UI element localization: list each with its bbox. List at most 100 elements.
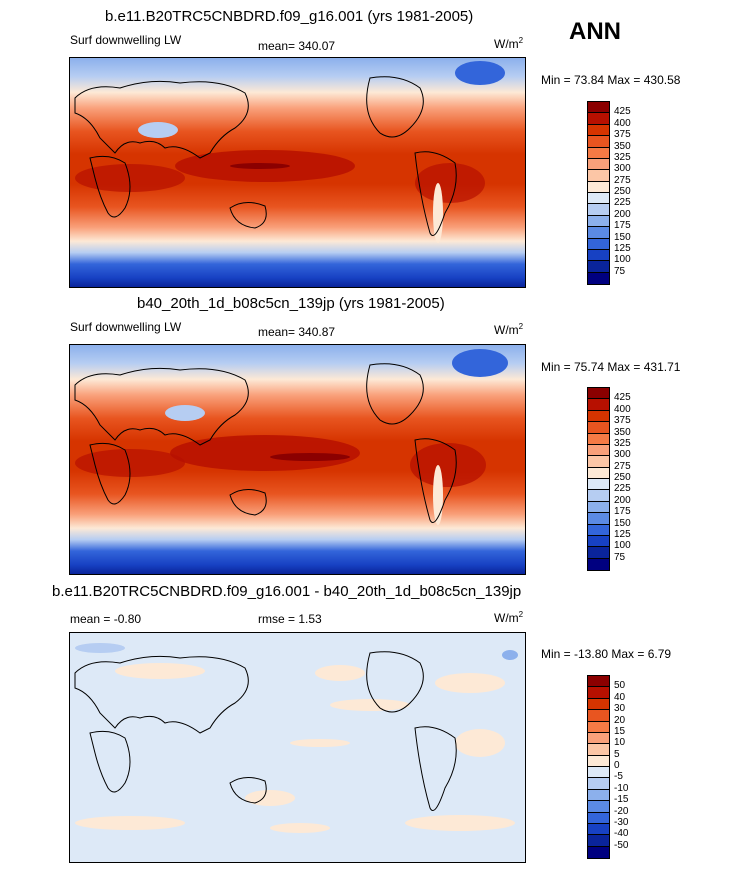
colorbar-tick-label: 175 [614, 220, 631, 232]
colorbar-swatch [588, 676, 609, 688]
panel3-positive-patches [75, 663, 515, 833]
colorbar-tick-label: 400 [614, 117, 631, 129]
colorbar-swatch [588, 410, 609, 423]
panel3-rmse-label: rmse = 1.53 [258, 612, 322, 626]
colorbar-tick-label: 5 [614, 748, 620, 760]
panel3-units: W/m2 [494, 610, 524, 625]
colorbar-tick-label: 150 [614, 517, 631, 529]
colorbar-swatch [588, 238, 609, 250]
panel3-negative-patch [75, 643, 125, 653]
panel2-units: W/m2 [494, 322, 524, 337]
colorbar-swatch [588, 102, 609, 114]
colorbar-swatch [588, 124, 609, 137]
colorbar-swatch [588, 778, 609, 790]
colorbar-swatch [588, 687, 609, 699]
panel2-andes-low [433, 465, 443, 525]
colorbar-swatch [588, 732, 609, 745]
colorbar-tick-label: 250 [614, 186, 631, 197]
colorbar-swatch [588, 479, 609, 491]
colorbar-tick-label: 425 [614, 106, 631, 118]
panel1-samerica-max [415, 163, 485, 203]
colorbar-swatch [588, 698, 609, 711]
panel1-colorbar-boxes [587, 101, 610, 285]
panel2-map [69, 344, 526, 575]
colorbar-tick-label: 15 [614, 725, 626, 737]
colorbar-swatch [588, 147, 609, 159]
panel3-mean-label: mean = -0.80 [70, 612, 142, 626]
colorbar-tick-label: -20 [614, 805, 629, 817]
colorbar-tick-label: 175 [614, 506, 631, 518]
panel1-core-max [230, 163, 290, 169]
colorbar-tick-label: 40 [614, 691, 626, 703]
panel2-map-svg [70, 345, 525, 574]
colorbar-swatch [588, 547, 609, 559]
colorbar-tick-label: 50 [614, 680, 626, 692]
colorbar-tick-label: 100 [614, 254, 631, 266]
colorbar-tick-label: 375 [614, 415, 631, 427]
panel3-negative-patch-2 [502, 650, 518, 660]
panel1-map [69, 57, 526, 288]
colorbar-tick-label: -10 [614, 782, 629, 794]
colorbar-tick-label: -50 [614, 839, 629, 851]
panel2-colorbar: 425 400 375 350 325 300 275 250 225 200 175 150 125 1… [587, 387, 647, 571]
colorbar-tick-label: 225 [614, 197, 631, 209]
colorbar-tick-label: 400 [614, 403, 631, 415]
colorbar-swatch [588, 721, 609, 733]
panel3-map-svg [70, 633, 525, 862]
colorbar-tick-label: 300 [614, 163, 631, 175]
colorbar-swatch [588, 193, 609, 205]
panel1-greenland-low [455, 61, 505, 85]
colorbar-swatch [588, 249, 609, 262]
colorbar-swatch [588, 535, 609, 548]
panel2-tibet-low [165, 405, 205, 421]
colorbar-tick-label: 250 [614, 472, 631, 483]
colorbar-swatch [588, 215, 609, 228]
colorbar-swatch [588, 456, 609, 468]
colorbar-tick-label: -5 [614, 771, 623, 783]
colorbar-tick-label: 100 [614, 540, 631, 552]
panel1-andes-low [433, 183, 443, 243]
colorbar-swatch [588, 710, 609, 722]
colorbar-swatch [588, 181, 609, 193]
colorbar-swatch [588, 227, 609, 239]
colorbar-swatch [588, 801, 609, 813]
colorbar-swatch [588, 433, 609, 445]
colorbar-tick-label: -30 [614, 816, 629, 828]
colorbar-swatch [588, 823, 609, 836]
colorbar-tick-label: 200 [614, 494, 631, 506]
panel3-minmax: Min = -13.80 Max = 6.79 [541, 647, 672, 661]
colorbar-swatch [588, 204, 609, 216]
colorbar-swatch [588, 467, 609, 479]
colorbar-swatch [588, 812, 609, 824]
colorbar-swatch [588, 835, 609, 847]
colorbar-tick-label: -15 [614, 794, 629, 806]
colorbar-swatch [588, 399, 609, 411]
panel2-tropical-max [170, 435, 360, 471]
colorbar-tick-label: 0 [614, 760, 620, 771]
colorbar-swatch [588, 261, 609, 273]
colorbar-tick-label: 325 [614, 151, 631, 163]
panel1-minmax: Min = 73.84 Max = 430.58 [541, 73, 681, 87]
colorbar-swatch [588, 490, 609, 502]
colorbar-tick-label: 150 [614, 231, 631, 243]
colorbar-swatch [588, 272, 609, 284]
colorbar-swatch [588, 513, 609, 525]
panel3-title: b.e11.B20TRC5CNBDRD.f09_g16.001 - b40_20… [52, 583, 522, 600]
colorbar-tick-label: 350 [614, 140, 631, 152]
colorbar-tick-label: 325 [614, 437, 631, 449]
season-label: ANN [569, 18, 621, 45]
colorbar-swatch [588, 558, 609, 570]
colorbar-tick-label: 30 [614, 703, 626, 715]
colorbar-tick-label: 275 [614, 460, 631, 472]
colorbar-swatch [588, 846, 609, 858]
colorbar-tick-label: 350 [614, 426, 631, 438]
panel1-colorbar: 425 400 375 350 325 300 275 250 225 200 175 150 125 1… [587, 101, 647, 285]
panel2-variable-label: Surf downwelling LW [70, 320, 182, 334]
colorbar-swatch [588, 501, 609, 514]
panel2-coastlines [74, 363, 457, 523]
colorbar-tick-label: 275 [614, 174, 631, 186]
colorbar-tick-label: 20 [614, 714, 626, 726]
panel1-coastlines [74, 76, 457, 236]
panel2-africa-max [75, 449, 185, 477]
colorbar-swatch [588, 444, 609, 457]
